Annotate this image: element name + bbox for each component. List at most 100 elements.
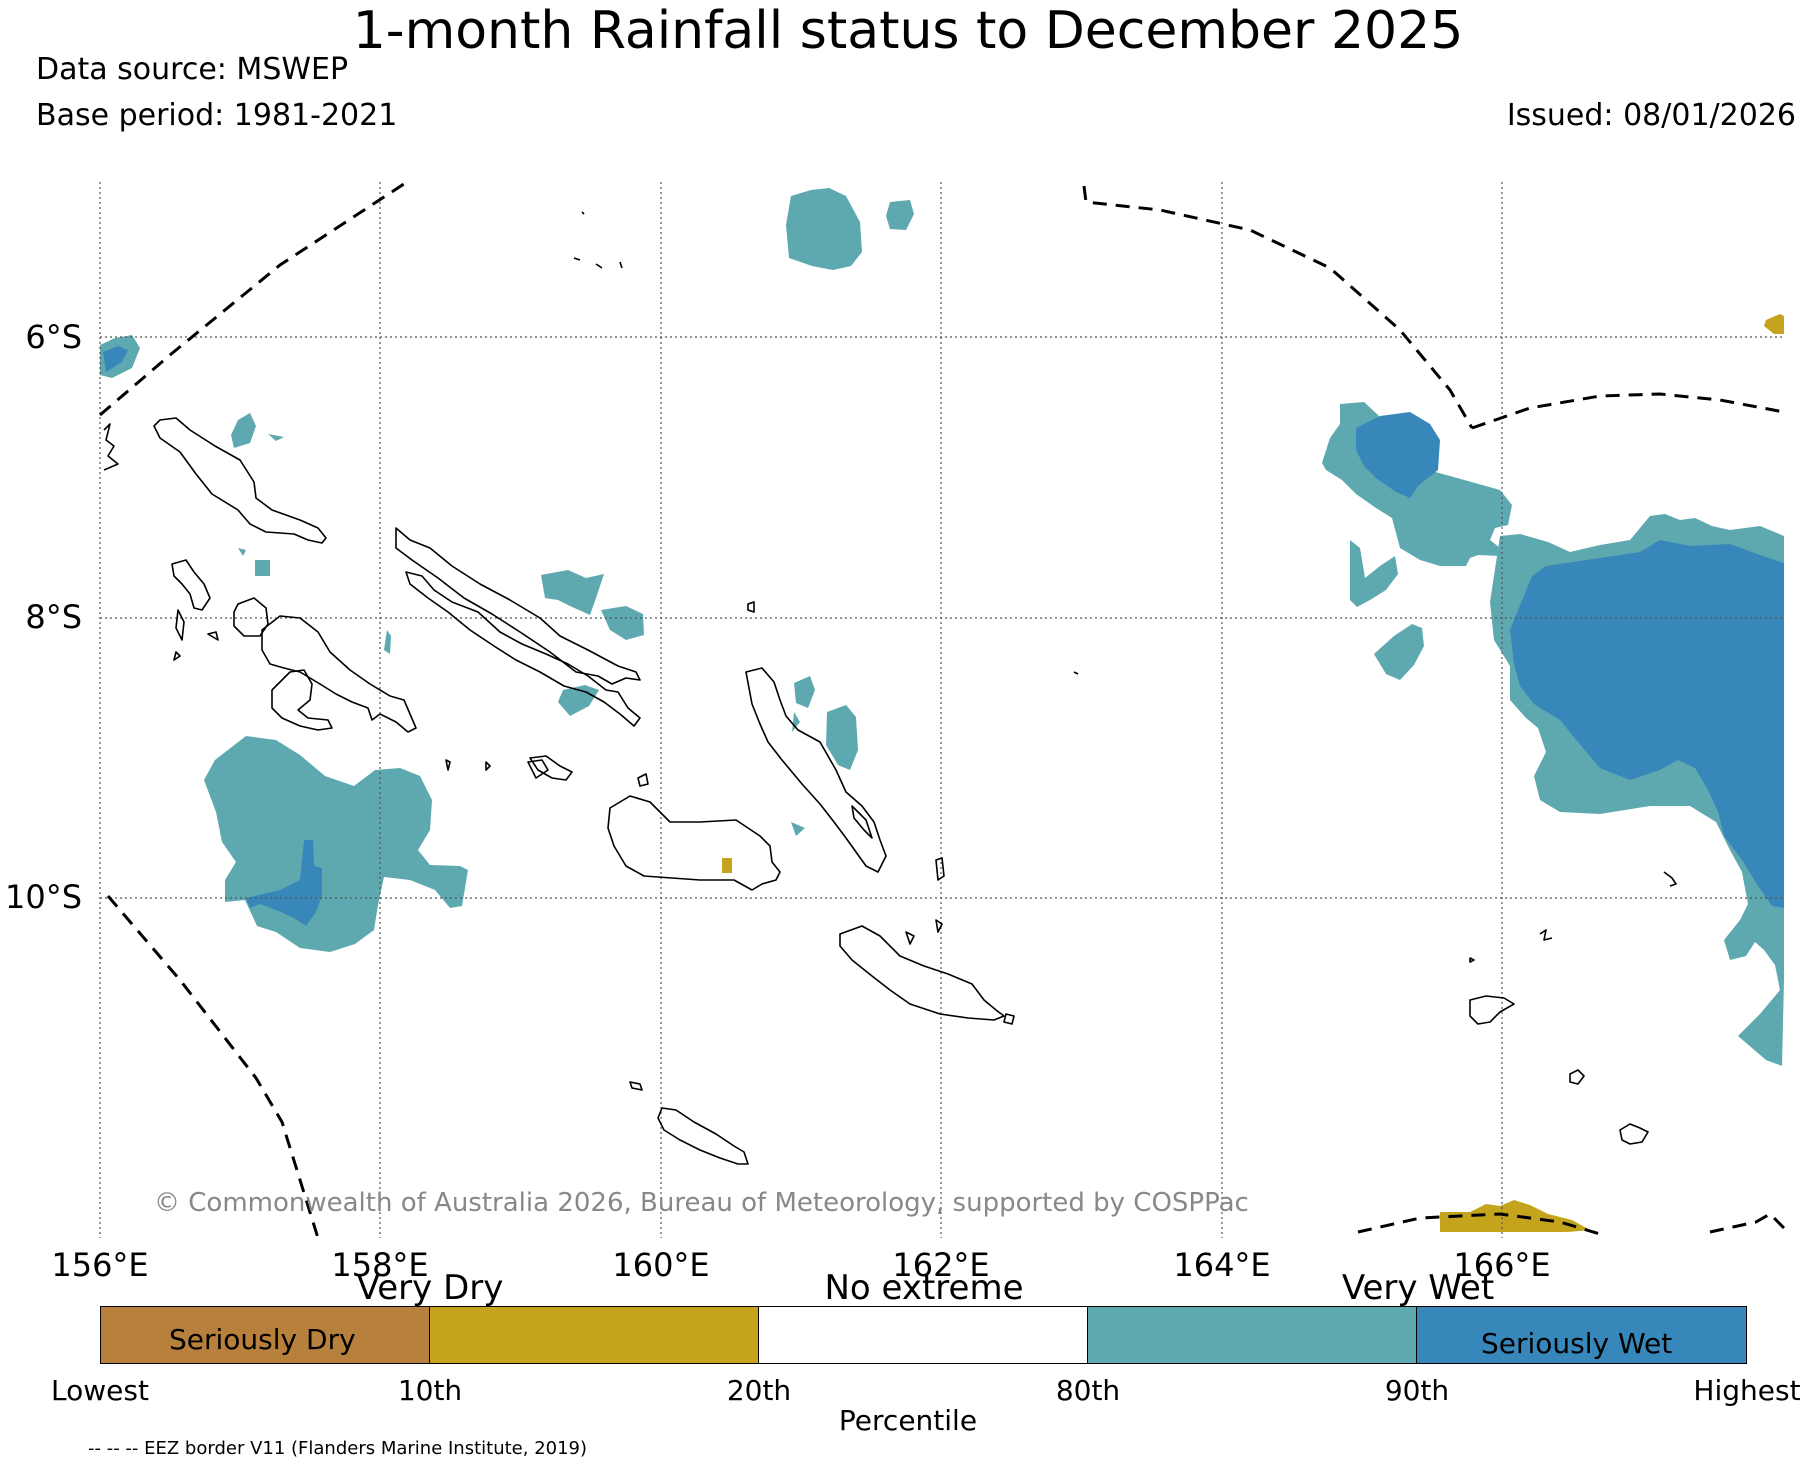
legend-tick-90th: 90th	[1384, 1374, 1450, 1407]
coastline-vanikoro	[1619, 1123, 1649, 1145]
very-dry-region-island	[722, 858, 732, 873]
coastlines	[103, 211, 1677, 1165]
lat-label-8s: 8°S	[25, 598, 82, 636]
coastline-russell	[527, 759, 549, 779]
eez-border-northwest	[99, 178, 411, 417]
longitude-labels: 156°E 158°E 160°E 162°E 164°E 166°E	[51, 1246, 1550, 1284]
lat-label-10s: 10°S	[5, 878, 82, 916]
legend-segment-label-seriously-dry: Seriously Dry	[169, 1323, 356, 1356]
coastline-kolombangara	[233, 597, 269, 637]
issued-date-label: Issued: 08/01/2026	[1506, 98, 1796, 133]
lon-label-166e: 166°E	[1453, 1246, 1550, 1284]
coastline-small-b	[173, 651, 181, 661]
legend-segment-very-dry	[430, 1306, 759, 1364]
very-wet-region-central-c	[384, 630, 391, 654]
very-wet-region-small-b	[268, 434, 284, 441]
coastline-rennell	[657, 1107, 749, 1165]
seriously-wet-regions	[103, 346, 1784, 926]
lon-label-158e: 158°E	[331, 1246, 428, 1284]
coastline-small-h	[1073, 671, 1079, 675]
very-wet-region-central-e	[794, 676, 815, 708]
eez-border-southeast	[1709, 1212, 1786, 1234]
very-wet-region-small-c	[238, 548, 246, 556]
lon-label-162e: 162°E	[892, 1246, 989, 1284]
coastline-utupua	[1569, 1069, 1585, 1085]
coastline-vella-lavella	[171, 559, 211, 611]
very-dry-region-east-edge	[1764, 314, 1784, 334]
legend-tick-20th: 20th	[726, 1374, 792, 1407]
eez-border-south	[1357, 1212, 1601, 1236]
coastline-small-malaita	[851, 805, 873, 839]
legend-segment-seriously-wet: Seriously Wet	[1417, 1306, 1747, 1364]
legend-axis-label: Percentile	[838, 1404, 978, 1437]
coastline-florida-islands	[529, 755, 573, 781]
coastline-small-f	[445, 759, 451, 771]
very-wet-region-central-a	[541, 570, 604, 615]
coastline-small-a	[207, 631, 219, 641]
latitude-labels: 6°S 8°S 10°S	[5, 318, 82, 916]
legend-segment-label-seriously-wet: Seriously Wet	[1481, 1327, 1673, 1360]
legend-segment-no-extreme	[759, 1306, 1088, 1364]
coastline-vangunu	[271, 669, 333, 731]
coastline-small-i	[1469, 957, 1475, 963]
coastline-ranongga	[175, 609, 185, 641]
coastline-small-d	[935, 919, 943, 933]
legend-tick-highest: Highest	[1693, 1374, 1801, 1407]
map-gridlines	[99, 182, 1784, 1238]
copyright-notice: © Commonwealth of Australia 2026, Bureau…	[154, 1188, 1249, 1218]
seriously-wet-region-nw-corner	[103, 346, 128, 372]
very-wet-region-central-g	[826, 705, 858, 770]
legend-segment-seriously-dry: Seriously Dry	[100, 1306, 430, 1364]
seriously-wet-region-southwest	[246, 840, 322, 926]
very-wet-region-east-small	[1350, 540, 1398, 607]
eez-border-southwest	[106, 895, 320, 1239]
very-dry-region-south	[1440, 1200, 1590, 1232]
eez-borders	[99, 178, 1786, 1239]
seriously-wet-region-east-north	[1356, 412, 1440, 498]
eez-border-note: -- -- -- EEZ border V11 (Flanders Marine…	[88, 1438, 588, 1459]
seriously-wet-region-east-main	[1510, 540, 1784, 908]
coastline-choiseul	[395, 527, 641, 685]
very-wet-region-central-f	[792, 712, 800, 732]
very-wet-region-small-d	[255, 560, 270, 576]
coastline-north-atolls	[573, 211, 623, 269]
coastline-malaita	[745, 667, 887, 873]
lon-label-164e: 164°E	[1173, 1246, 1270, 1284]
legend-label-very-dry: Very Dry	[356, 1268, 504, 1308]
legend-label-no-extreme: No extreme	[824, 1268, 1024, 1308]
very-dry-regions	[722, 314, 1784, 1232]
legend-label-very-wet: Very Wet	[1341, 1268, 1495, 1308]
coastline-guadalcanal	[607, 795, 781, 891]
coastline-ulawa	[935, 857, 945, 881]
lat-label-6s: 6°S	[25, 318, 82, 356]
very-wet-region-small-a	[231, 413, 256, 448]
coastline-santa-isabel	[405, 571, 641, 727]
lon-label-160e: 160°E	[612, 1246, 709, 1284]
map-title: 1-month Rainfall status to December 2025	[352, 1, 1464, 61]
coastline-duff-islands	[1663, 871, 1677, 887]
legend-tick-10th: 10th	[397, 1374, 463, 1407]
coastline-small-g	[485, 761, 491, 771]
eez-border-northeast	[1082, 185, 1474, 429]
eez-border-east-arc	[1471, 392, 1785, 430]
lon-label-156e: 156°E	[51, 1246, 148, 1284]
coastline-bellona	[629, 1081, 643, 1091]
very-wet-region-north-island-b	[886, 200, 914, 230]
coastline-santa-cruz	[1469, 995, 1515, 1025]
legend-tick-80th: 80th	[1055, 1374, 1121, 1407]
coastline-makira	[839, 925, 1005, 1021]
legend-tick-lowest: Lowest	[51, 1374, 149, 1407]
coastline-reef-islands	[1539, 929, 1553, 941]
base-period-label: Base period: 1981-2021	[36, 98, 398, 133]
very-wet-region-north-island-a	[786, 188, 862, 270]
data-source-label: Data source: MSWEP	[36, 52, 349, 87]
coastline-small-e	[747, 601, 755, 613]
coastline-bougainville	[153, 417, 327, 544]
map-frame	[100, 182, 1784, 1238]
legend-segment-very-wet	[1088, 1306, 1417, 1364]
coastline-savo	[637, 773, 649, 787]
very-wet-region-central-b	[601, 606, 644, 640]
coastline-small-c	[905, 931, 915, 945]
coastline-buka-fragments	[103, 423, 119, 471]
